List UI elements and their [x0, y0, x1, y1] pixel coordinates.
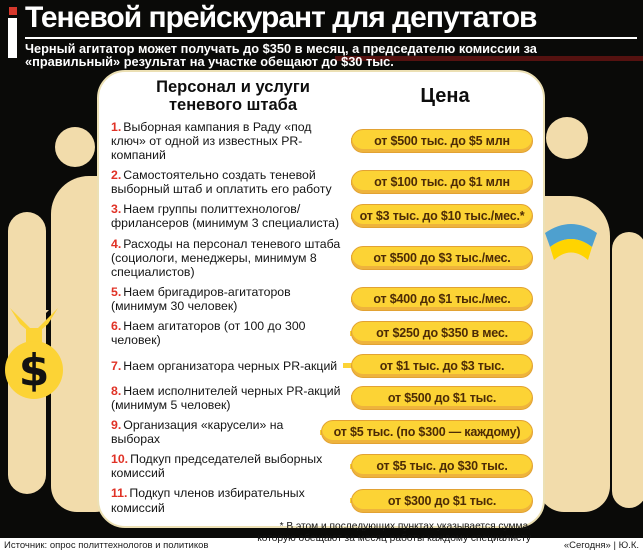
row-description: 5. Наем бригадиров-агитаторов (минимум 30… — [111, 285, 291, 314]
price-list-row: 11. Подкуп членов избирательных комиссий … — [109, 486, 533, 515]
price-list-row: 4. Расходы на персонал теневого штаба (со… — [109, 237, 533, 279]
row-number: 6. — [111, 319, 122, 334]
price-list-row: 7. Наем организатора черных PR-акций от $… — [109, 353, 533, 378]
price-pill: от $250 до $350 в мес. — [351, 321, 533, 346]
row-description: 9. Организация «карусели» на выборах — [111, 417, 284, 447]
price-pill: от $5 тыс. до $30 тыс. — [351, 454, 533, 479]
price-list-row: 5. Наем бригадиров-агитаторов (минимум 30… — [109, 285, 533, 313]
row-description: 4. Расходы на персонал теневого штаба (со… — [111, 236, 341, 279]
row-description: 8. Наем исполнителей черных PR-акций (мин… — [111, 383, 341, 412]
row-description: 1. Выборная кампания в Раду «под ключ» от… — [111, 119, 312, 162]
row-number: 5. — [111, 285, 122, 300]
price-pill: от $500 до $3 тыс./мес. — [351, 245, 533, 270]
price-pill: от $300 до $1 тыс. — [351, 488, 533, 513]
price-list-rows: 1. Выборная кампания в Раду «под ключ» от… — [109, 120, 533, 515]
right-figure-head — [546, 117, 588, 159]
table-header: Персонал и услуги теневого штаба Цена — [109, 78, 533, 115]
row-number: 7. — [111, 358, 122, 373]
price-pill: от $400 до $1 тыс./мес. — [351, 287, 533, 312]
price-pill: от $500 тыс. до $5 млн — [351, 128, 533, 153]
right-figure-arm — [612, 232, 643, 508]
publisher-credit: «Сегодня» | Ю.К. — [563, 540, 639, 551]
price-list-row: 2. Самостоятельно создать теневой выборны… — [109, 168, 533, 196]
footnote: * В этом и последующих пунктах указывает… — [257, 520, 531, 544]
price-list-row: 1. Выборная кампания в Раду «под ключ» от… — [109, 120, 533, 162]
svg-text:$: $ — [19, 345, 50, 396]
row-description: 7. Наем организатора черных PR-акций — [111, 358, 338, 373]
subtitle: Черный агитатор может получать до $350 в… — [25, 41, 537, 69]
price-list-row: 3. Наем группы политтехнологов/фрилансеро… — [109, 202, 533, 230]
left-figure-head — [55, 127, 95, 167]
price-pill: от $1 тыс. до $3 тыс. — [351, 353, 533, 378]
page-title: Теневой прейскурант для депутатов — [25, 1, 537, 34]
price-pill: от $5 тыс. (по $300 — каждому) — [321, 420, 533, 445]
row-description: 2. Самостоятельно создать теневой выборны… — [111, 168, 332, 197]
row-number: 9. — [111, 417, 122, 432]
white-bar-marker — [8, 18, 17, 58]
row-number: 4. — [111, 236, 122, 251]
price-pill: от $3 тыс. до $10 тыс./мес.* — [351, 204, 533, 229]
price-list-row: 9. Организация «карусели» на выборах от $… — [109, 418, 533, 446]
row-number: 3. — [111, 202, 122, 217]
row-description: 6. Наем агитаторов (от 100 до 300 человек… — [111, 319, 306, 348]
maroon-rule — [335, 56, 643, 61]
price-list-panel: Персонал и услуги теневого штаба Цена 1.… — [97, 70, 545, 544]
row-description: 11. Подкуп членов избирательных комиссий — [111, 486, 305, 515]
price-list-row: 6. Наем агитаторов (от 100 до 300 человек… — [109, 319, 533, 347]
row-number: 2. — [111, 168, 122, 183]
money-bag-icon: $ — [5, 308, 63, 399]
row-description: 10. Подкуп председателей выборных комисси… — [111, 452, 323, 481]
price-list-row: 10. Подкуп председателей выборных комисси… — [109, 452, 533, 480]
row-number: 8. — [111, 383, 122, 398]
price-pill: от $500 до $1 тыс. — [351, 385, 533, 410]
red-square-marker — [9, 7, 17, 15]
title-underline — [25, 37, 637, 39]
price-list-row: 8. Наем исполнителей черных PR-акций (мин… — [109, 384, 533, 412]
row-number: 1. — [111, 119, 122, 134]
source-credit: Источник: опрос политтехнологов и полити… — [4, 540, 209, 551]
row-number: 10. — [111, 452, 129, 467]
column-header-services: Персонал и услуги теневого штаба — [156, 78, 310, 114]
row-description: 3. Наем группы политтехнологов/фрилансеро… — [111, 202, 340, 231]
row-number: 11. — [111, 486, 128, 501]
price-pill: от $100 тыс. до $1 млн — [351, 170, 533, 195]
column-header-price: Цена — [420, 85, 470, 108]
ukraine-flag-armband-icon — [545, 224, 597, 260]
